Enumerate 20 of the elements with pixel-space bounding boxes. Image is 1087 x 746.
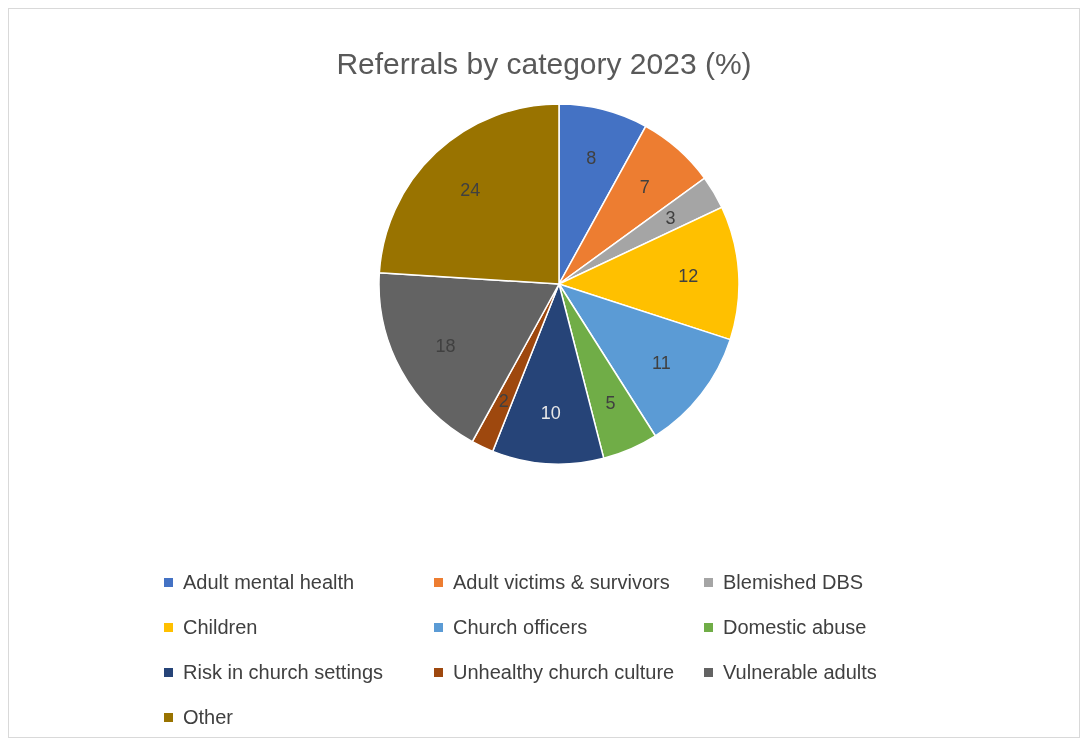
- data-label: 7: [639, 176, 650, 197]
- legend-label: Children: [183, 616, 258, 639]
- legend-label: Domestic abuse: [723, 616, 867, 639]
- data-label: 10: [540, 403, 561, 424]
- data-label: 3: [665, 208, 676, 229]
- chart-title: Referrals by category 2023 (%): [335, 47, 753, 81]
- legend-label: Blemished DBS: [723, 571, 864, 594]
- data-label: 24: [460, 179, 481, 200]
- data-label: 8: [586, 148, 597, 169]
- legend-label: Vulnerable adults: [723, 661, 877, 684]
- legend-label: Risk in church settings: [183, 661, 384, 684]
- legend-label: Other: [183, 706, 234, 729]
- legend-label: Adult mental health: [183, 571, 355, 594]
- legend-label: Adult victims & survivors: [453, 571, 670, 594]
- legend-label: Church officers: [453, 616, 588, 639]
- data-label: 2: [498, 391, 509, 412]
- data-label: 12: [678, 265, 699, 286]
- legend-label: Unhealthy church culture: [453, 661, 675, 684]
- data-label: 5: [605, 392, 616, 413]
- data-label: 11: [652, 353, 671, 374]
